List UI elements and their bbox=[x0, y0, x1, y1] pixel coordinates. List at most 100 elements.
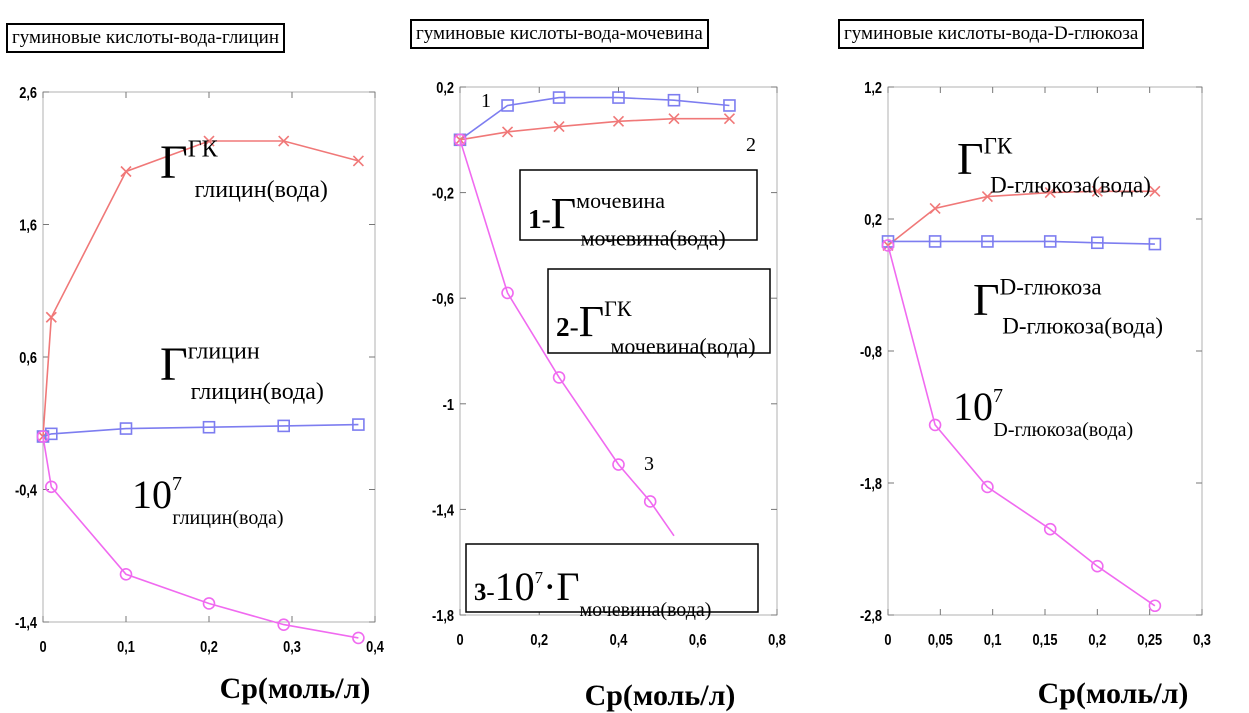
x-tick-label: 0,2 bbox=[1088, 632, 1106, 650]
y-tick-label: 2,6 bbox=[19, 85, 37, 103]
series-line-0 bbox=[887, 190, 1155, 247]
y-tick-label: 0,6 bbox=[19, 350, 37, 368]
x-tick-label: 0,4 bbox=[366, 639, 384, 657]
data-point-square bbox=[552, 91, 566, 104]
data-point-x bbox=[45, 311, 57, 323]
subscript: D-глюкоза(вода) bbox=[1002, 313, 1163, 338]
superscript: мочевина bbox=[576, 188, 665, 213]
y-tick-label: -0,4 bbox=[15, 482, 37, 500]
y-tick-label: -0,8 bbox=[860, 344, 882, 362]
data-point-circle bbox=[1148, 599, 1162, 613]
label-separator: - bbox=[542, 204, 551, 234]
data-point-x bbox=[1044, 187, 1056, 199]
y-tick-label: 0,2 bbox=[436, 80, 454, 98]
data-point-square bbox=[202, 420, 216, 434]
data-point-x bbox=[981, 190, 993, 203]
data-point-x bbox=[352, 155, 364, 167]
x-axis-title: Ср(моль/л) bbox=[585, 679, 736, 712]
data-point-x bbox=[553, 121, 565, 133]
data-point-square bbox=[1043, 235, 1057, 248]
data-point-x bbox=[120, 165, 132, 178]
data-point-x bbox=[203, 135, 215, 147]
series-line-0 bbox=[459, 96, 730, 141]
data-point-square bbox=[1091, 236, 1104, 250]
x-tick-label: 0 bbox=[39, 639, 46, 657]
x-tick-label: 0,8 bbox=[768, 632, 786, 650]
series-line-1 bbox=[459, 117, 730, 141]
data-point-square bbox=[981, 235, 994, 248]
superscript: ГК bbox=[604, 296, 632, 321]
data-point-x bbox=[668, 113, 680, 125]
x-tick-label: 0,4 bbox=[610, 632, 628, 650]
x-tick-label: 0,1 bbox=[984, 632, 1002, 650]
series-line-1 bbox=[888, 240, 1155, 245]
chart-urea: 0,2-0,2-0,6-1-1,4-1,80 0,2 0,4 0,6 0,8Ср(мол… bbox=[432, 80, 786, 712]
gamma-symbol: 10 bbox=[132, 472, 172, 517]
label-separator: - bbox=[570, 312, 579, 342]
gamma-symbol: Γ bbox=[551, 189, 576, 238]
superscript: D-глюкоза bbox=[1000, 274, 1102, 299]
y-tick-label: 0,2 bbox=[864, 212, 882, 230]
data-point-circle bbox=[928, 418, 942, 432]
data-point-circle bbox=[612, 458, 625, 471]
x-tick-label: 0,05 bbox=[928, 632, 953, 650]
legend-formula-1: 2-ΓГК мочевина(вода) bbox=[556, 296, 756, 358]
data-point-square bbox=[44, 427, 58, 441]
formula-label-2: 107 D-глюкоза(вода) bbox=[953, 384, 1133, 441]
legend-box-2 bbox=[465, 543, 759, 613]
data-point-x bbox=[723, 113, 736, 125]
subscript: глицин(вода) bbox=[172, 507, 283, 529]
data-point-square bbox=[501, 99, 514, 112]
series-line-2 bbox=[42, 436, 359, 639]
series-number-label-2: 3 bbox=[644, 453, 654, 475]
data-point-x bbox=[929, 202, 941, 215]
x-tick-label: 0,2 bbox=[200, 639, 218, 657]
chart-title-glycine: гуминовые кислоты-вода-глицин bbox=[6, 23, 285, 53]
legend-formula-2: 3-107·Γмочевина(вода) bbox=[474, 564, 711, 621]
legend-formula-0: 1-Γмочевина мочевина(вода) bbox=[528, 188, 726, 250]
data-point-circle bbox=[643, 495, 657, 508]
formula-label-1: ΓD-глюкоза D-глюкоза(вода) bbox=[973, 274, 1163, 338]
data-point-square bbox=[1148, 237, 1162, 251]
data-point-x bbox=[278, 135, 290, 147]
data-point-square bbox=[928, 235, 942, 248]
y-tick-label: -1 bbox=[443, 397, 454, 415]
data-point-circle bbox=[202, 597, 216, 610]
superscript: глицин bbox=[188, 338, 260, 364]
y-tick-label: 1,6 bbox=[19, 217, 37, 235]
y-tick-label: -1,4 bbox=[15, 615, 37, 633]
y-tick-label: -0,6 bbox=[432, 291, 454, 309]
subscript: мочевина(вода) bbox=[580, 599, 712, 621]
formula-label-0: ΓГК D-глюкоза(вода) bbox=[957, 133, 1151, 197]
data-point-circle bbox=[277, 618, 291, 631]
y-tick-label: -1,8 bbox=[860, 476, 882, 494]
series-line-2 bbox=[887, 245, 1156, 607]
x-tick-label: 0,1 bbox=[117, 639, 135, 657]
data-point-x bbox=[1091, 185, 1103, 197]
x-tick-label: 0,3 bbox=[1193, 632, 1211, 650]
coefficient: 10 bbox=[495, 564, 535, 609]
data-point-circle bbox=[981, 480, 994, 494]
gamma-symbol: Γ bbox=[160, 136, 188, 189]
x-tick-label: 0,2 bbox=[530, 632, 548, 650]
subscript: мочевина(вода) bbox=[610, 334, 755, 359]
data-point-square bbox=[119, 422, 133, 435]
y-tick-label: 1,2 bbox=[864, 80, 882, 98]
gamma-symbol: 10 bbox=[953, 384, 993, 429]
gamma-symbol: Γ bbox=[957, 133, 984, 184]
series-number-label-1: 2 bbox=[746, 134, 756, 156]
x-axis-title: Ср(моль/л) bbox=[1038, 677, 1189, 710]
label-number: 2 bbox=[556, 312, 570, 342]
x-axis-title: Ср(моль/л) bbox=[220, 672, 371, 705]
data-point-square bbox=[352, 418, 365, 431]
chart-glucose: 1,2 0,2 -0,8 -1,8 -2,80 0,05 0,1 0,15 0,2 0,25 0,3… bbox=[860, 80, 1211, 710]
x-tick-label: 0 bbox=[456, 632, 463, 650]
data-point-square bbox=[277, 419, 291, 433]
y-tick-label: -1,4 bbox=[432, 502, 454, 520]
data-point-circle bbox=[881, 239, 895, 252]
subscript: глицин(вода) bbox=[195, 177, 328, 203]
series-line-2 bbox=[459, 139, 675, 537]
formula-label-1: Γглицин глицин(вода) bbox=[160, 338, 324, 405]
x-tick-label: 0,25 bbox=[1137, 632, 1162, 650]
series-number-label-0: 1 bbox=[481, 90, 491, 112]
